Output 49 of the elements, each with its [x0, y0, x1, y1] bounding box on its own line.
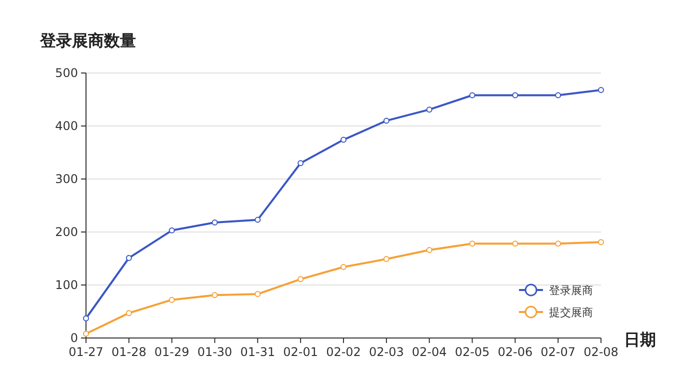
point	[83, 330, 89, 337]
point	[168, 296, 175, 303]
y-tick-label: 200	[55, 225, 78, 239]
point	[126, 310, 132, 316]
x-tick-label: 01-28	[111, 345, 146, 359]
y-tick-label: 100	[55, 278, 78, 292]
point	[469, 240, 476, 247]
point	[298, 160, 304, 166]
point	[598, 239, 604, 246]
point	[83, 315, 89, 322]
x-tick-label: 01-29	[154, 345, 190, 359]
point	[512, 92, 518, 98]
point	[555, 92, 562, 98]
point	[298, 276, 304, 282]
point	[168, 227, 175, 234]
x-tick-label: 01-31	[240, 345, 276, 359]
point	[469, 92, 476, 98]
x-tick-label: 01-30	[197, 345, 232, 359]
point	[212, 292, 218, 298]
x-tick-label: 01-27	[68, 345, 104, 359]
point	[383, 256, 390, 262]
point	[126, 254, 132, 261]
chart-title: 登录展商数量	[39, 31, 136, 50]
y-tick-label: 500	[55, 66, 78, 80]
point	[555, 240, 562, 247]
x-axis-title: 日期	[624, 330, 656, 349]
y-tick-label: 0	[70, 331, 78, 345]
point	[340, 264, 346, 270]
point	[383, 118, 390, 124]
x-tick-label: 02-07	[540, 345, 576, 359]
legend-label: 提交展商	[549, 306, 593, 319]
legend-label: 登录展商	[549, 284, 593, 297]
y-tick-label: 300	[55, 172, 78, 186]
point	[426, 247, 432, 254]
x-tick-label: 02-02	[326, 345, 361, 359]
point	[426, 106, 432, 113]
x-tick-label: 02-04	[412, 345, 447, 359]
y-tick-label: 400	[55, 119, 78, 133]
x-tick-label: 02-06	[498, 345, 533, 359]
point	[598, 86, 604, 93]
point	[212, 219, 218, 226]
point	[512, 240, 518, 247]
x-tick-label: 02-03	[368, 345, 404, 359]
point	[340, 136, 346, 143]
point	[254, 216, 261, 223]
x-tick-label: 02-01	[283, 345, 318, 359]
x-tick-label: 02-05	[454, 345, 490, 359]
point	[254, 291, 261, 298]
x-tick-label: 02-08	[584, 345, 618, 359]
